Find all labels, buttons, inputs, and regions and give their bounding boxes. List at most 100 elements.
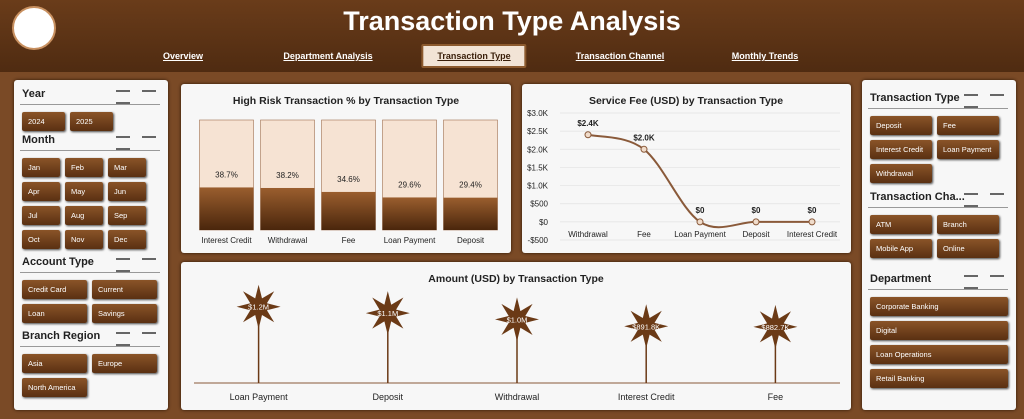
data-label: $2.0K (633, 133, 655, 142)
slicer-button[interactable]: Savings (92, 304, 157, 323)
slicer-button[interactable]: May (65, 182, 103, 201)
slicer-title: Department (870, 273, 932, 285)
slicer-button[interactable]: Withdrawal (870, 164, 932, 183)
nav-tab[interactable]: Monthly Trends (731, 51, 799, 61)
star-marker (495, 297, 539, 342)
slicer-button[interactable]: Loan (22, 304, 87, 323)
slicer-button[interactable]: Loan Payment (937, 140, 999, 159)
slicer-button[interactable]: Interest Credit (870, 140, 932, 159)
y-tick-label: $1.5K (527, 163, 549, 172)
slicer-button[interactable]: Asia (22, 354, 87, 373)
divider (20, 346, 160, 347)
bar (443, 197, 498, 230)
nav-tab[interactable]: Transaction Type (421, 44, 527, 68)
slicer-button[interactable]: Digital (870, 321, 1008, 340)
y-tick-label: $0 (539, 218, 548, 227)
select-icon[interactable] (116, 332, 130, 346)
slicer-button[interactable]: North America (22, 378, 87, 397)
x-tick-label: Loan Payment (384, 236, 436, 245)
x-tick-label: Loan Payment (674, 230, 726, 239)
slicer-button[interactable]: 2024 (22, 112, 65, 131)
clear-filter-icon[interactable] (142, 90, 156, 102)
slicer-button[interactable]: Branch (937, 215, 999, 234)
slicer-button[interactable]: Aug (65, 206, 103, 225)
page-title: Transaction Type Analysis (343, 6, 681, 36)
y-tick-label: -$500 (528, 236, 549, 245)
slicer-button[interactable]: Corporate Banking (870, 297, 1008, 316)
y-tick-label: $3.0K (527, 109, 549, 118)
clear-filter-icon[interactable] (142, 258, 156, 270)
x-tick-label: Interest Credit (201, 236, 252, 245)
select-icon[interactable] (964, 94, 978, 108)
point (640, 145, 648, 153)
select-icon[interactable] (116, 258, 130, 272)
slicer-title: Transaction Cha... (870, 191, 965, 203)
select-icon[interactable] (116, 90, 130, 104)
slicer-button[interactable]: Jul (22, 206, 60, 225)
slicer-button[interactable]: Feb (65, 158, 103, 177)
data-label: $0 (752, 206, 761, 215)
select-icon[interactable] (116, 136, 130, 150)
x-tick-label: Loan Payment (230, 392, 289, 402)
data-label: 29.6% (398, 180, 421, 189)
slicer-title: Branch Region (22, 330, 101, 342)
chart-title: Service Fee (USD) by Transaction Type (589, 95, 783, 107)
slicer-button[interactable]: Nov (65, 230, 103, 249)
data-label: 38.7% (215, 170, 238, 179)
slicer-button[interactable]: Loan Operations (870, 345, 1008, 364)
slicer-button[interactable]: Fee (937, 116, 999, 135)
slicer-button[interactable]: 2025 (70, 112, 113, 131)
slicer-button[interactable]: Mobile App (870, 239, 932, 258)
nav-tab[interactable]: Transaction Channel (575, 51, 665, 61)
data-label: $0 (808, 206, 817, 215)
data-label: $1.2M (248, 303, 269, 312)
star-marker (236, 284, 281, 329)
x-tick-label: Fee (768, 392, 784, 402)
slicer-button[interactable]: Credit Card (22, 280, 87, 299)
data-label: 29.4% (459, 181, 482, 190)
x-tick-label: Withdrawal (495, 392, 540, 402)
y-tick-label: $1.0K (527, 182, 549, 191)
slicer-button[interactable]: Oct (22, 230, 60, 249)
clear-filter-icon[interactable] (990, 193, 1004, 205)
x-tick-label: Withdrawal (268, 236, 308, 245)
slicer-title: Account Type (22, 256, 94, 268)
slicer-button[interactable]: ATM (870, 215, 932, 234)
divider (868, 289, 1008, 290)
x-tick-label: Deposit (742, 230, 770, 239)
slicer-button[interactable]: Online (937, 239, 999, 258)
x-tick-label: Withdrawal (568, 230, 608, 239)
chart-title: Amount (USD) by Transaction Type (428, 273, 604, 285)
select-icon[interactable] (964, 275, 978, 289)
slicer-title: Month (22, 134, 55, 146)
slicer-button[interactable]: Deposit (870, 116, 932, 135)
slicer-button[interactable]: Sep (108, 206, 146, 225)
slicer-button[interactable]: Dec (108, 230, 146, 249)
clear-filter-icon[interactable] (990, 275, 1004, 287)
star-marker (624, 304, 669, 349)
slicer-button[interactable]: Jan (22, 158, 60, 177)
slicer-button[interactable]: Europe (92, 354, 157, 373)
data-label: $0 (696, 206, 705, 215)
slicer-button[interactable]: Apr (22, 182, 60, 201)
x-tick-label: Deposit (373, 392, 404, 402)
divider (20, 150, 160, 151)
clear-filter-icon[interactable] (142, 136, 156, 148)
data-label: $1.1M (377, 309, 398, 318)
nav-tab[interactable]: Department Analysis (283, 51, 373, 61)
point (752, 218, 760, 226)
clear-filter-icon[interactable] (990, 94, 1004, 106)
slicer-button[interactable]: Current (92, 280, 157, 299)
slicer-button[interactable]: Retail Banking (870, 369, 1008, 388)
slicer-button[interactable]: Jun (108, 182, 146, 201)
slicer-button[interactable]: Mar (108, 158, 146, 177)
select-icon[interactable] (964, 193, 978, 207)
star-marker (753, 304, 798, 349)
logo (12, 6, 56, 50)
nav-tab[interactable]: Overview (162, 51, 204, 61)
slicer-title: Transaction Type (870, 92, 960, 104)
data-label: 38.2% (276, 171, 299, 180)
point (584, 131, 592, 139)
clear-filter-icon[interactable] (142, 332, 156, 344)
